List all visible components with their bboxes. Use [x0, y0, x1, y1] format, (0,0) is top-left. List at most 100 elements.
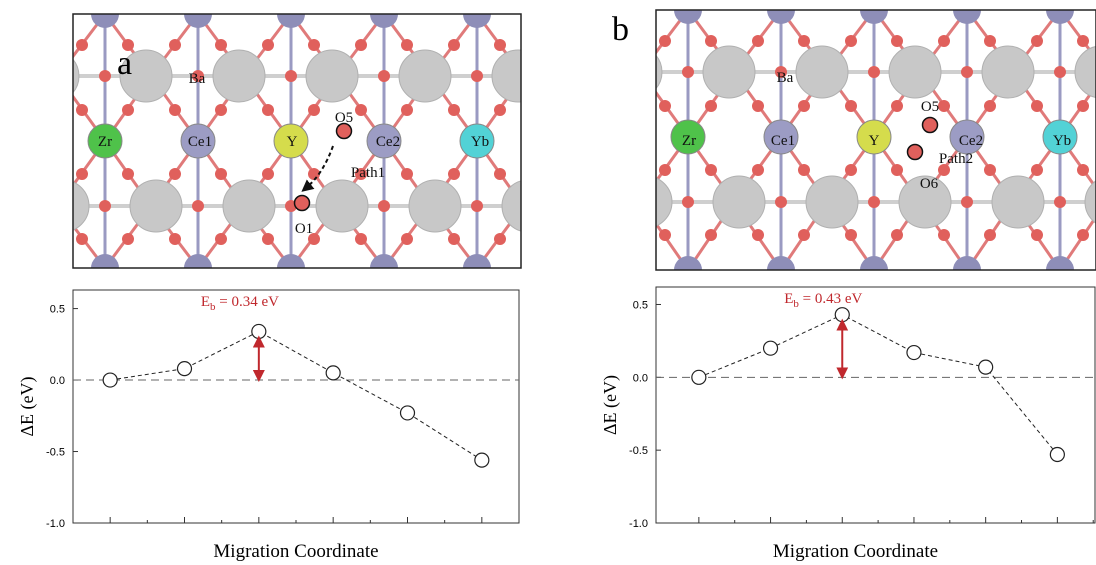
o-atom	[938, 100, 950, 112]
o-atom	[448, 39, 460, 51]
atom-label: O1	[295, 221, 313, 237]
energy-point	[401, 406, 415, 420]
o-atom	[961, 66, 973, 78]
o-atom	[705, 229, 717, 241]
o-atom	[122, 168, 134, 180]
y-tick-label: -1.0	[629, 518, 648, 530]
o-atom	[1054, 196, 1066, 208]
atom-label: Ce1	[188, 134, 212, 150]
bond	[595, 202, 641, 270]
ce-atom	[581, 0, 609, 24]
o-atom	[845, 100, 857, 112]
o-atom	[494, 104, 506, 116]
o-atom	[1031, 229, 1043, 241]
o-atom	[308, 104, 320, 116]
o-atom	[262, 233, 274, 245]
o-atom	[215, 168, 227, 180]
energy-point	[252, 324, 266, 338]
o-atom	[215, 39, 227, 51]
energy-point	[979, 360, 993, 374]
o-atom	[448, 168, 460, 180]
o-atom	[494, 39, 506, 51]
ba-atom	[992, 176, 1044, 228]
ba-atom	[713, 176, 765, 228]
bond	[12, 206, 58, 268]
o-atom	[471, 70, 483, 82]
atom-label: Y	[869, 133, 880, 149]
ba-atom	[316, 180, 368, 232]
ce-atom	[581, 256, 609, 284]
o-atom	[612, 100, 624, 112]
ba-atom	[703, 46, 755, 98]
bond	[595, 137, 641, 202]
o-atom	[76, 39, 88, 51]
bond	[523, 141, 570, 206]
atom-label: Path1	[351, 165, 385, 181]
o-atom	[587, 168, 599, 180]
o-atom	[612, 164, 624, 176]
ce-atom	[556, 0, 584, 28]
bond	[12, 141, 58, 206]
energy-point	[475, 453, 489, 467]
ce-atom	[556, 254, 584, 282]
panel-label: a	[117, 45, 132, 82]
o-atom	[752, 229, 764, 241]
o-atom	[682, 66, 694, 78]
o-atom	[775, 196, 787, 208]
atom-label: O5	[921, 99, 939, 115]
atom-label: O6	[920, 176, 939, 192]
o-atom	[541, 168, 553, 180]
o-atom	[401, 104, 413, 116]
atom-label: Ce2	[959, 133, 983, 149]
o-atom	[308, 39, 320, 51]
o-atom	[169, 39, 181, 51]
o-atom	[798, 100, 810, 112]
o-atom	[76, 104, 88, 116]
y-tick-label: -1.0	[46, 518, 65, 530]
o-atom	[612, 229, 624, 241]
o-atom	[215, 104, 227, 116]
atom-label: Yb	[1053, 133, 1071, 149]
o-site	[908, 145, 923, 160]
energy-point	[326, 366, 340, 380]
o-atom	[984, 229, 996, 241]
ba-atom	[502, 180, 554, 232]
atom-label: Yb	[471, 134, 489, 150]
barrier-text: = 0.43 eV	[799, 291, 863, 307]
ba-atom	[399, 50, 451, 102]
o-atom	[938, 229, 950, 241]
o-atom	[76, 168, 88, 180]
panel-label: b	[612, 11, 629, 48]
o-atom	[891, 100, 903, 112]
ba-atom	[620, 176, 672, 228]
y-tick-label: 0.5	[50, 304, 65, 316]
o-atom	[564, 200, 576, 212]
bond	[523, 14, 570, 76]
o-atom	[659, 100, 671, 112]
o-atom	[891, 229, 903, 241]
y-tick-label: 0.0	[50, 375, 65, 387]
o-atom	[587, 104, 599, 116]
o-atom	[169, 168, 181, 180]
o-atom	[262, 168, 274, 180]
bond	[523, 76, 570, 141]
atom-label: Ce2	[376, 134, 400, 150]
y-tick-label: 0.5	[633, 299, 648, 311]
bond	[523, 206, 570, 268]
y-tick-label: 0.0	[633, 372, 648, 384]
o-atom	[471, 200, 483, 212]
ce-atom	[0, 254, 26, 282]
o-atom	[984, 100, 996, 112]
structure	[549, 0, 1096, 284]
energy-point	[178, 362, 192, 376]
o-atom	[122, 104, 134, 116]
o-atom	[938, 35, 950, 47]
o-atom	[378, 200, 390, 212]
o-atom	[1054, 66, 1066, 78]
o-atom	[587, 233, 599, 245]
o-atom	[587, 39, 599, 51]
energy-point	[835, 308, 849, 322]
o-atom	[868, 196, 880, 208]
x-axis-label: Migration Coordinate	[213, 541, 378, 562]
atom-label: Zr	[682, 133, 696, 149]
